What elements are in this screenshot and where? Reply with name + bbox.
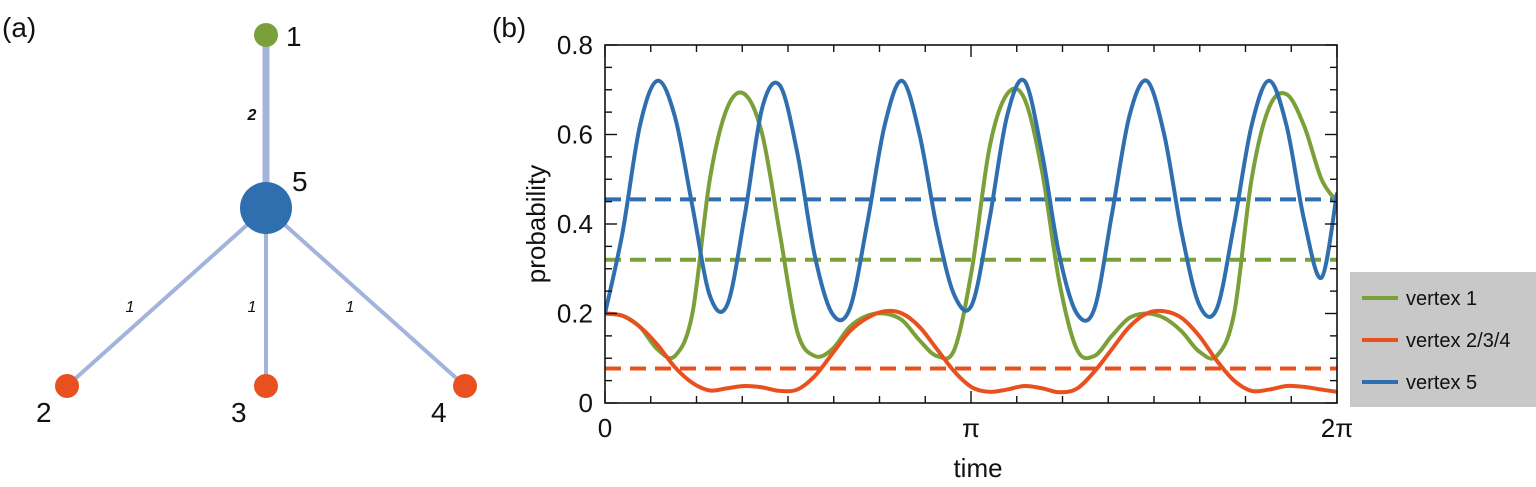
edge-weight-5-4: 1 bbox=[346, 299, 355, 316]
panel-a-label: (a) bbox=[2, 12, 36, 43]
graph-edges bbox=[65, 35, 467, 388]
legend: vertex 1 vertex 2/3/4 vertex 5 bbox=[1350, 272, 1536, 407]
node-label-2: 2 bbox=[36, 397, 52, 428]
node-5 bbox=[240, 182, 292, 234]
legend-label-0: vertex 1 bbox=[1406, 288, 1477, 310]
series-line-0 bbox=[605, 86, 1337, 361]
graph-edge-weights: 2 1 1 1 bbox=[126, 107, 355, 316]
y-tick-label-4: 0.8 bbox=[557, 30, 593, 60]
plot-frame bbox=[604, 44, 1338, 404]
edge-weight-5-3: 1 bbox=[248, 299, 257, 316]
edge-weight-5-1: 2 bbox=[247, 107, 257, 124]
node-1 bbox=[254, 23, 278, 47]
panel-a: (a) 2 1 1 1 1 2 3 4 5 bbox=[2, 12, 477, 428]
series-line-1 bbox=[605, 308, 1337, 395]
x-tick-label-0: 0 bbox=[598, 413, 612, 443]
legend-label-2: vertex 5 bbox=[1406, 372, 1477, 394]
x-tick-label-2: 2π bbox=[1321, 413, 1353, 443]
y-tick-label-2: 0.4 bbox=[557, 209, 593, 239]
graph-node-labels: 1 2 3 4 5 bbox=[36, 21, 447, 428]
edge-5-4 bbox=[264, 206, 467, 388]
panel-b-label: (b) bbox=[492, 12, 526, 43]
node-label-4: 4 bbox=[431, 397, 447, 428]
edge-weight-5-2: 1 bbox=[126, 299, 135, 316]
node-label-1: 1 bbox=[286, 21, 302, 52]
y-tick-label-3: 0.6 bbox=[557, 120, 593, 150]
plot-series bbox=[605, 77, 1337, 395]
x-axis-label: time bbox=[953, 453, 1002, 483]
panel-b: (b) 0 π 2π 0 0.2 0.4 0.6 0.8 time probability v… bbox=[492, 12, 1536, 483]
y-axis-label: probability bbox=[521, 165, 551, 284]
x-tick-label-1: π bbox=[962, 413, 980, 443]
node-4 bbox=[453, 374, 477, 398]
graph-nodes bbox=[55, 23, 477, 398]
legend-label-1: vertex 2/3/4 bbox=[1406, 330, 1511, 352]
node-3 bbox=[254, 374, 278, 398]
axis-ticks bbox=[604, 44, 1338, 404]
node-label-3: 3 bbox=[231, 397, 247, 428]
node-2 bbox=[55, 374, 79, 398]
node-label-5: 5 bbox=[292, 166, 308, 197]
axis-tick-labels: 0 π 2π 0 0.2 0.4 0.6 0.8 bbox=[557, 30, 1353, 443]
y-tick-label-1: 0.2 bbox=[557, 299, 593, 329]
y-tick-label-0: 0 bbox=[579, 388, 593, 418]
edge-5-2 bbox=[65, 206, 268, 388]
series-line-2 bbox=[605, 77, 1337, 323]
